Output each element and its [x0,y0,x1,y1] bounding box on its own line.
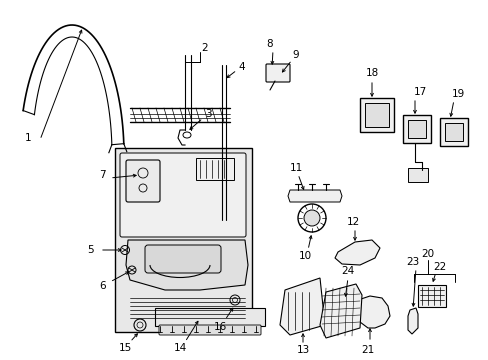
Text: 19: 19 [450,89,464,99]
FancyBboxPatch shape [155,308,264,326]
Text: 11: 11 [289,163,302,173]
Text: 14: 14 [173,343,186,353]
FancyBboxPatch shape [402,115,430,143]
Text: 1: 1 [24,133,31,143]
FancyBboxPatch shape [126,160,160,202]
Text: 16: 16 [213,322,226,332]
FancyBboxPatch shape [417,285,445,307]
Text: 7: 7 [99,170,105,180]
Text: 21: 21 [361,345,374,355]
FancyBboxPatch shape [364,103,388,127]
Polygon shape [334,240,379,265]
Text: 22: 22 [432,262,446,272]
FancyBboxPatch shape [159,325,261,335]
Polygon shape [126,240,247,290]
Polygon shape [347,296,389,328]
FancyBboxPatch shape [407,120,425,138]
Text: 15: 15 [118,343,131,353]
Text: 13: 13 [296,345,309,355]
Text: 12: 12 [346,217,359,227]
Text: 8: 8 [266,39,273,49]
Polygon shape [287,190,341,202]
Text: 4: 4 [238,62,245,72]
FancyBboxPatch shape [444,123,462,141]
Text: 2: 2 [201,43,208,53]
Polygon shape [280,278,325,335]
Text: 18: 18 [365,68,378,78]
FancyBboxPatch shape [265,64,289,82]
Text: 17: 17 [412,87,426,97]
FancyBboxPatch shape [120,153,245,237]
Text: 24: 24 [341,266,354,276]
FancyBboxPatch shape [196,158,234,180]
Circle shape [304,210,319,226]
Text: 20: 20 [421,249,434,259]
Text: 5: 5 [86,245,93,255]
Text: 6: 6 [100,281,106,291]
FancyBboxPatch shape [359,98,393,132]
Polygon shape [407,308,417,334]
Text: 9: 9 [292,50,299,60]
Text: 23: 23 [406,257,419,267]
FancyBboxPatch shape [145,245,221,273]
FancyBboxPatch shape [439,118,467,146]
Text: 10: 10 [298,251,311,261]
FancyBboxPatch shape [115,148,251,332]
FancyBboxPatch shape [407,168,427,182]
Text: 3: 3 [204,109,211,119]
Polygon shape [319,284,361,338]
